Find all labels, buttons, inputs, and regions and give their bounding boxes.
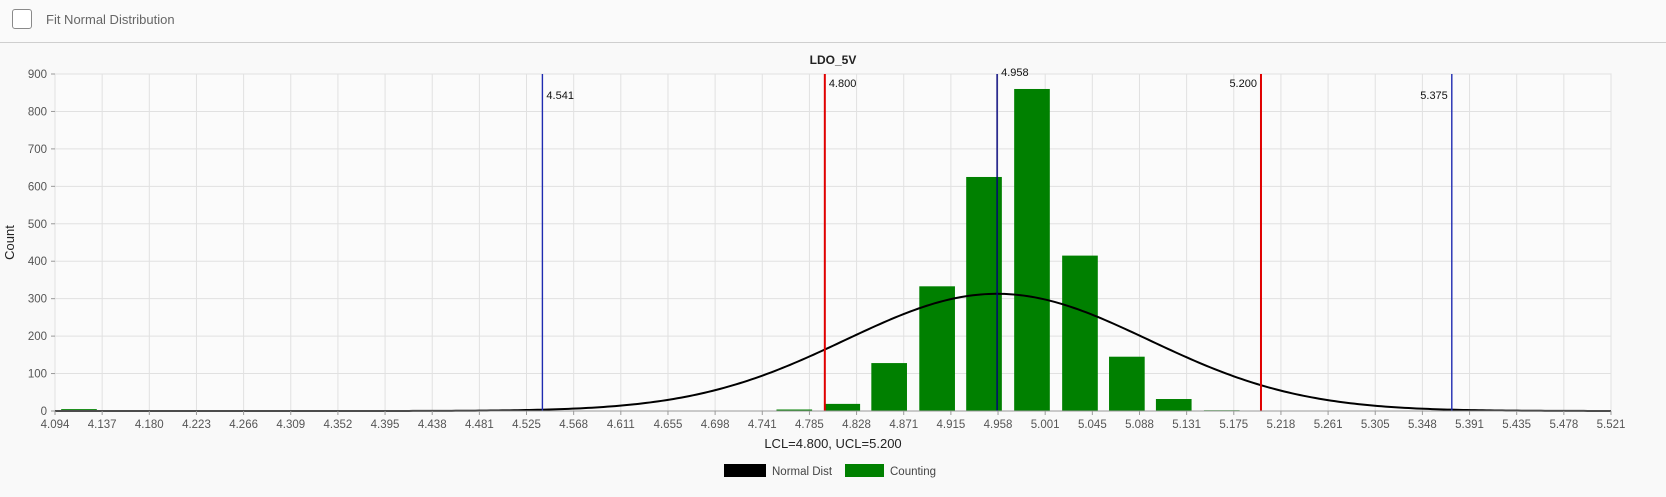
x-tick-label: 5.218 <box>1267 419 1296 431</box>
x-tick-label: 4.481 <box>465 419 494 431</box>
y-tick-label: 500 <box>28 219 47 231</box>
x-tick-label: 4.828 <box>842 419 871 431</box>
reference-line-label: 5.200 <box>1229 78 1257 90</box>
x-tick-label: 5.348 <box>1408 419 1437 431</box>
x-tick-label: 5.478 <box>1549 419 1578 431</box>
legend: Normal Dist Counting <box>724 464 936 478</box>
axes: 4.094 4.137 4.180 4.223 4.266 4.309 4.352 4.395… <box>28 69 1626 431</box>
histogram-bar <box>1155 399 1192 411</box>
x-tick-label: 4.698 <box>701 419 730 431</box>
grid <box>54 73 1612 412</box>
y-tick-label: 300 <box>28 294 47 306</box>
x-tick-label: 5.175 <box>1219 419 1248 431</box>
x-tick-label: 5.088 <box>1125 419 1154 431</box>
x-tick-label: 4.309 <box>276 419 305 431</box>
histogram-bar <box>776 409 813 411</box>
y-tick-label: 400 <box>28 256 47 268</box>
x-tick-label: 4.223 <box>182 419 211 431</box>
chart-title: LDO_5V <box>810 53 857 67</box>
x-tick-label: 4.266 <box>229 419 258 431</box>
x-tick-label: 5.521 <box>1597 419 1626 431</box>
x-tick-label: 4.525 <box>512 419 541 431</box>
histogram-bar <box>824 403 861 411</box>
y-tick-label: 600 <box>28 181 47 193</box>
x-tick-label: 5.261 <box>1314 419 1343 431</box>
histogram-bar <box>1014 88 1050 411</box>
y-tick-label: 700 <box>28 144 47 156</box>
y-tick-label: 100 <box>28 369 47 381</box>
plot-area <box>54 73 1612 412</box>
legend-label: Normal Dist <box>772 466 833 478</box>
reference-line-label: 4.800 <box>829 78 857 90</box>
x-tick-label: 5.131 <box>1172 419 1201 431</box>
y-tick-label: 900 <box>28 69 47 81</box>
legend-swatch <box>724 464 766 477</box>
y-tick-label: 0 <box>41 406 47 418</box>
x-tick-label: 4.871 <box>889 419 918 431</box>
histogram-bar <box>919 286 955 411</box>
x-axis-label: LCL=4.800, UCL=5.200 <box>764 436 901 451</box>
y-tick-label: 200 <box>28 331 47 343</box>
fit-normal-label: Fit Normal Distribution <box>46 12 175 27</box>
fit-normal-checkbox[interactable] <box>12 9 32 29</box>
x-tick-label: 5.001 <box>1031 419 1060 431</box>
x-tick-label: 4.180 <box>135 419 164 431</box>
reference-line-label: 4.958 <box>1001 67 1029 79</box>
x-tick-label: 4.741 <box>748 419 777 431</box>
x-tick-label: 5.435 <box>1502 419 1531 431</box>
x-tick-label: 5.305 <box>1361 419 1390 431</box>
x-tick-label: 4.568 <box>559 419 588 431</box>
legend-swatch <box>845 464 884 477</box>
legend-label: Counting <box>890 466 936 478</box>
reference-line-label: 5.375 <box>1420 90 1448 102</box>
x-tick-label: 4.958 <box>984 419 1013 431</box>
x-tick-label: 4.785 <box>795 419 824 431</box>
histogram-bar <box>1109 356 1145 411</box>
x-tick-label: 4.611 <box>607 419 635 431</box>
reference-line-label: 4.541 <box>546 90 574 102</box>
x-tick-label: 4.915 <box>936 419 965 431</box>
x-tick-label: 4.094 <box>41 419 70 431</box>
toolbar: Fit Normal Distribution <box>0 0 1666 43</box>
x-tick-label: 4.137 <box>88 419 117 431</box>
x-tick-label: 4.352 <box>324 419 353 431</box>
x-tick-label: 4.438 <box>418 419 447 431</box>
reference-lines: 4.541 4.800 4.958 5.200 5.375 <box>541 67 1453 411</box>
x-tick-label: 5.391 <box>1455 419 1484 431</box>
x-tick-label: 4.655 <box>654 419 683 431</box>
histogram-bar <box>1062 255 1098 411</box>
y-axis-label: Count <box>2 225 17 260</box>
x-tick-label: 4.395 <box>371 419 400 431</box>
histogram-bar <box>871 363 907 411</box>
y-tick-label: 800 <box>28 106 47 118</box>
x-tick-label: 5.045 <box>1078 419 1107 431</box>
